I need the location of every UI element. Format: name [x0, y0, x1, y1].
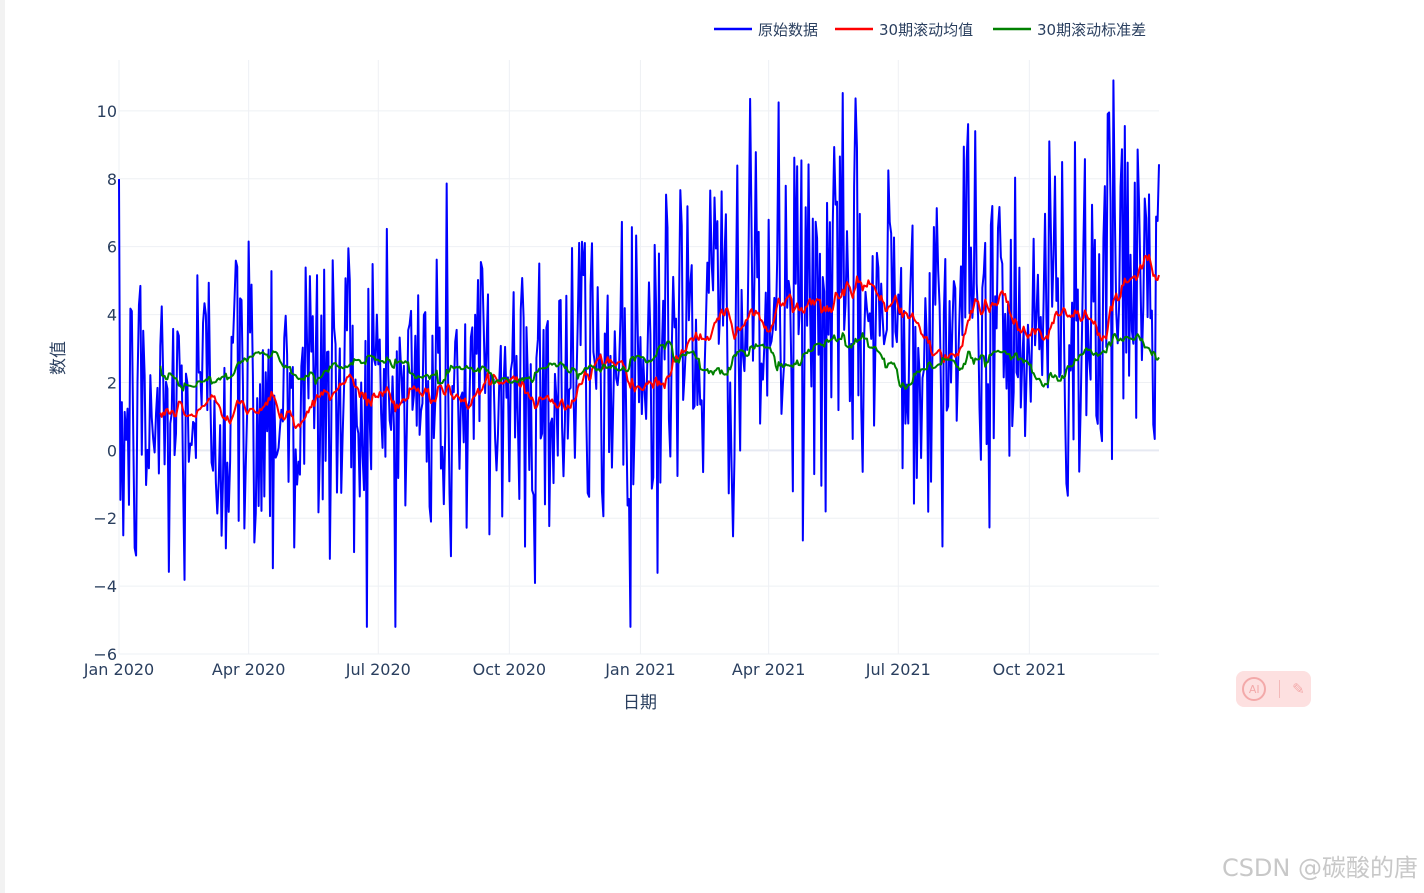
legend-item[interactable]: 原始数据 — [714, 21, 818, 39]
raw-data-line — [118, 79, 1160, 628]
x-tick-labels: Jan 2020 Apr 2020 Jul 2020 Oct 2020 Jan 2021… — [83, 660, 1066, 679]
y-tick-label: 8 — [107, 170, 117, 189]
legend-label: 30期滚动标准差 — [1037, 21, 1146, 39]
y-tick-label: −6 — [93, 645, 117, 664]
y-tick-label: 2 — [107, 373, 117, 392]
legend[interactable]: 原始数据 30期滚动均值 30期滚动标准差 — [714, 21, 1146, 39]
rolling-std-line — [159, 332, 1160, 392]
legend-label: 30期滚动均值 — [879, 21, 973, 39]
y-tick-label: 6 — [107, 238, 117, 257]
y-tick-labels: −6 −4 −2 0 2 4 6 8 10 — [93, 102, 117, 664]
legend-label: 原始数据 — [758, 21, 818, 39]
rolling-mean-line — [159, 254, 1160, 429]
x-tick-label: Apr 2020 — [212, 660, 285, 679]
x-tick-label: Jul 2021 — [865, 660, 931, 679]
x-tick-label: Jan 2020 — [83, 660, 154, 679]
ai-assistant-button[interactable]: AI ✎ — [1236, 671, 1311, 707]
series-lines — [118, 79, 1160, 628]
x-tick-label: Jan 2021 — [604, 660, 675, 679]
x-axis-title: 日期 — [623, 693, 657, 713]
badge-separator — [1278, 680, 1280, 698]
y-tick-label: −2 — [93, 509, 117, 528]
legend-item[interactable]: 30期滚动标准差 — [993, 21, 1146, 39]
x-tick-label: Oct 2021 — [993, 660, 1066, 679]
magic-wand-icon: ✎ — [1292, 680, 1305, 698]
y-tick-label: 10 — [97, 102, 117, 121]
x-tick-label: Apr 2021 — [732, 660, 805, 679]
y-axis-title: 数值 — [49, 341, 69, 375]
x-tick-label: Jul 2020 — [345, 660, 411, 679]
watermark: CSDN @碳酸的唐 — [1221, 854, 1418, 882]
y-tick-label: 4 — [107, 306, 117, 325]
legend-item[interactable]: 30期滚动均值 — [835, 21, 973, 39]
left-border — [0, 0, 5, 893]
y-tick-label: 0 — [107, 441, 117, 460]
y-tick-label: −4 — [93, 577, 117, 596]
ai-icon: AI — [1242, 677, 1267, 701]
x-tick-label: Oct 2020 — [473, 660, 546, 679]
